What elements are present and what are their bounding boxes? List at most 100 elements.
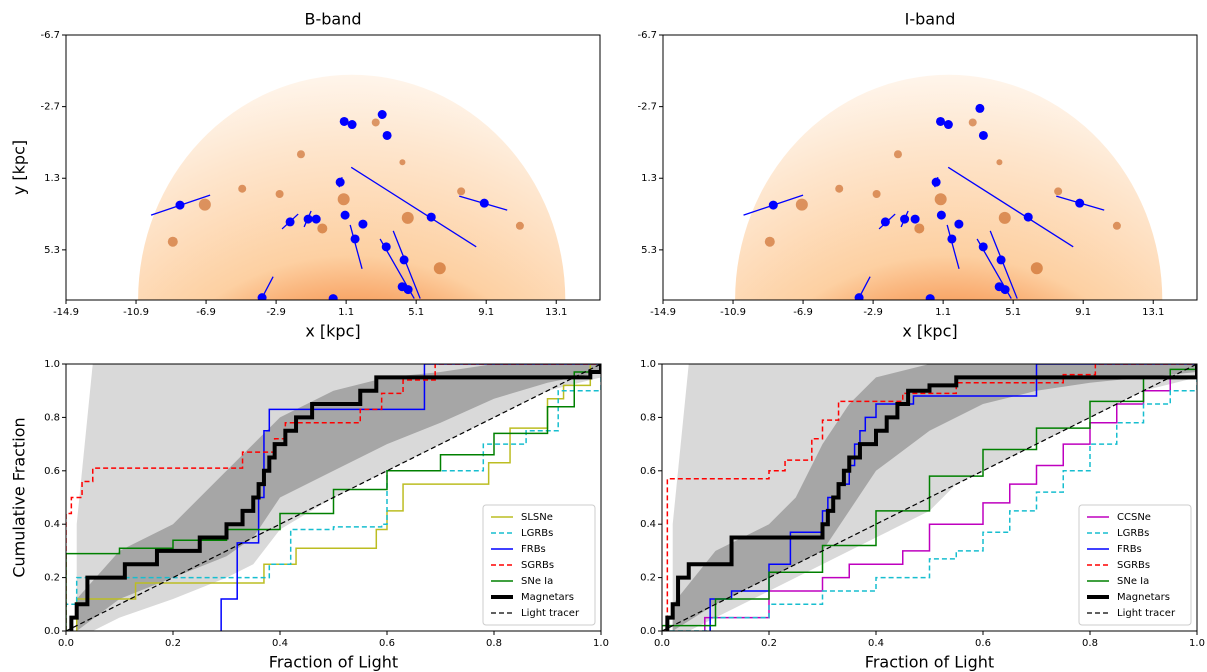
point bbox=[480, 199, 489, 208]
point bbox=[1001, 285, 1010, 294]
point bbox=[329, 294, 338, 303]
x-tick-label: 0.6 bbox=[975, 638, 991, 649]
light-knot bbox=[516, 222, 524, 230]
x-tick-label: -14.9 bbox=[53, 307, 79, 318]
light-knot bbox=[168, 237, 178, 247]
point bbox=[997, 255, 1006, 264]
y-tick-label: 0.2 bbox=[44, 573, 60, 584]
y-tick-label: -6.7 bbox=[40, 30, 60, 41]
y-tick-label: 0.6 bbox=[640, 466, 656, 477]
point bbox=[286, 217, 295, 226]
point bbox=[954, 220, 963, 229]
point bbox=[304, 215, 313, 224]
light-knot bbox=[297, 150, 305, 158]
point bbox=[979, 131, 988, 140]
light-knot bbox=[796, 199, 808, 211]
point bbox=[947, 234, 956, 243]
x-tick-label: 1.0 bbox=[1189, 638, 1205, 649]
legend-label: SLSNe bbox=[521, 512, 553, 523]
y-tick-label: 0.8 bbox=[44, 412, 60, 423]
point bbox=[404, 285, 413, 294]
y-tick-label: 1.0 bbox=[44, 359, 60, 370]
x-tick-label: 0.8 bbox=[1082, 638, 1098, 649]
legend-label: FRBs bbox=[521, 544, 546, 555]
y-axis-label: Cumulative Fraction bbox=[10, 417, 29, 577]
x-tick-label: 0.0 bbox=[654, 638, 670, 649]
x-axis-label: Fraction of Light bbox=[865, 653, 994, 672]
x-tick-label: -10.9 bbox=[123, 307, 149, 318]
y-tick-label: -2.7 bbox=[637, 102, 657, 113]
point bbox=[400, 255, 409, 264]
light-knot bbox=[434, 262, 446, 274]
x-tick-label: 9.1 bbox=[1075, 307, 1091, 318]
point bbox=[769, 201, 778, 210]
point bbox=[341, 211, 350, 220]
point bbox=[1075, 199, 1084, 208]
light-knot bbox=[894, 150, 902, 158]
y-tick-label: 0.4 bbox=[640, 519, 656, 530]
x-tick-label: 0.8 bbox=[486, 638, 502, 649]
legend-label: SGRBs bbox=[521, 560, 554, 571]
x-axis-label: x [kpc] bbox=[305, 322, 360, 341]
point bbox=[348, 120, 357, 129]
light-knot bbox=[969, 118, 977, 126]
legend-label: FRBs bbox=[1117, 544, 1142, 555]
legend-label: SGRBs bbox=[1117, 560, 1150, 571]
y-tick-label: 5.3 bbox=[641, 245, 657, 256]
y-tick-label: 0.4 bbox=[44, 519, 60, 530]
x-tick-label: 0.2 bbox=[761, 638, 777, 649]
legend-label: CCSNe bbox=[1117, 512, 1151, 523]
x-tick-label: 0.4 bbox=[272, 638, 288, 649]
light-knot bbox=[276, 190, 284, 198]
light-knot bbox=[996, 159, 1002, 165]
point bbox=[175, 201, 184, 210]
light-knot bbox=[457, 187, 465, 195]
light-knot bbox=[1113, 222, 1121, 230]
x-tick-label: -10.9 bbox=[720, 307, 746, 318]
legend-label: LGRBs bbox=[1117, 528, 1149, 539]
x-tick-label: 1.1 bbox=[338, 307, 354, 318]
point bbox=[378, 110, 387, 119]
point bbox=[881, 217, 890, 226]
light-knot bbox=[1054, 187, 1062, 195]
y-axis-label: y [kpc] bbox=[10, 140, 29, 195]
light-knot bbox=[238, 185, 246, 193]
point bbox=[383, 131, 392, 140]
x-axis-label: x [kpc] bbox=[902, 322, 957, 341]
x-axis-label: Fraction of Light bbox=[269, 653, 398, 672]
chart-title: B-band bbox=[304, 10, 361, 29]
point bbox=[312, 215, 321, 224]
x-tick-label: 0.4 bbox=[868, 638, 884, 649]
light-knot bbox=[338, 193, 350, 205]
light-knot bbox=[317, 223, 327, 233]
point bbox=[932, 178, 941, 187]
x-tick-label: 1.0 bbox=[593, 638, 609, 649]
light-knot bbox=[873, 190, 881, 198]
point bbox=[926, 294, 935, 303]
legend-label: Light tracer bbox=[521, 608, 580, 619]
x-tick-label: 0.0 bbox=[58, 638, 74, 649]
point bbox=[936, 117, 945, 126]
x-tick-label: -2.9 bbox=[863, 307, 883, 318]
x-tick-label: 13.1 bbox=[545, 307, 567, 318]
point bbox=[336, 178, 345, 187]
light-knot bbox=[199, 199, 211, 211]
point bbox=[911, 215, 920, 224]
x-tick-label: 5.1 bbox=[408, 307, 424, 318]
point bbox=[979, 242, 988, 251]
light-knot bbox=[914, 223, 924, 233]
legend-label: Light tracer bbox=[1117, 608, 1176, 619]
y-tick-label: 1.3 bbox=[641, 173, 657, 184]
point bbox=[351, 234, 360, 243]
y-tick-label: 0.6 bbox=[44, 466, 60, 477]
x-tick-label: 0.2 bbox=[165, 638, 181, 649]
light-knot bbox=[399, 159, 405, 165]
y-tick-label: -2.7 bbox=[40, 102, 60, 113]
chart-title: I-band bbox=[905, 10, 956, 29]
y-tick-label: 0.0 bbox=[44, 626, 60, 637]
legend-label: Magnetars bbox=[521, 592, 574, 603]
y-tick-label: 0.0 bbox=[640, 626, 656, 637]
point bbox=[944, 120, 953, 129]
legend-label: Magnetars bbox=[1117, 592, 1170, 603]
light-knot bbox=[999, 212, 1011, 224]
